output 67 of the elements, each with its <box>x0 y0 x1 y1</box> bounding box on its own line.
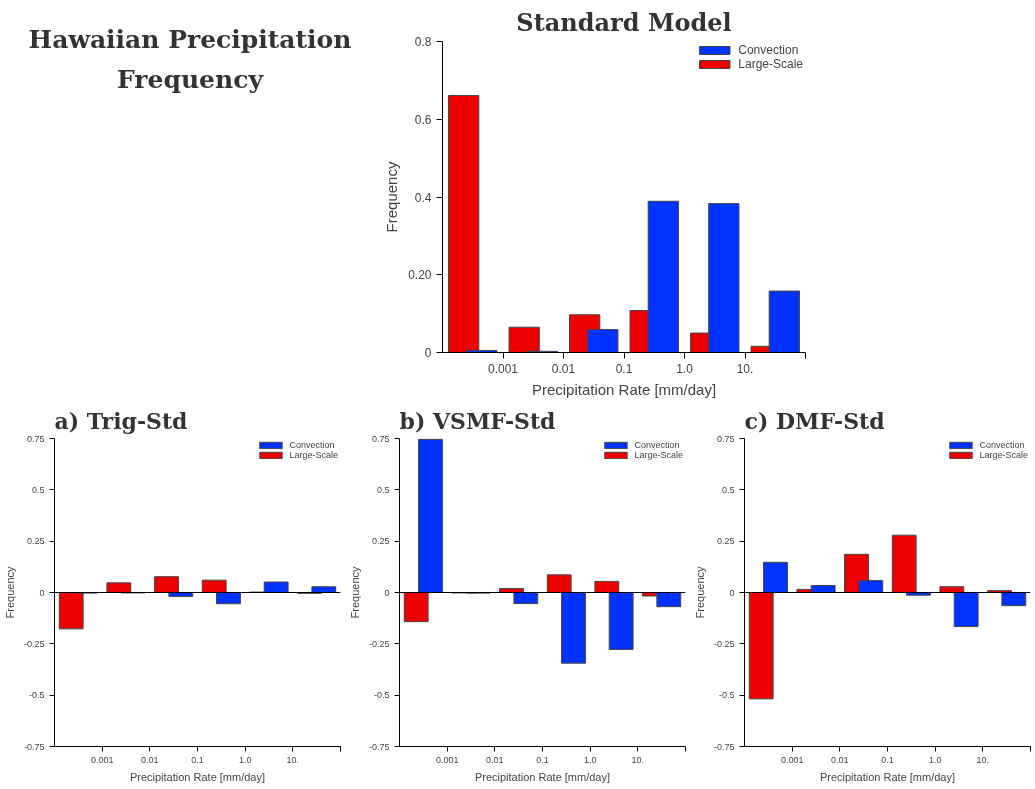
legend-label: Large-Scale <box>289 450 338 460</box>
y-tick-label: 0.25 <box>371 536 390 547</box>
y-tick-label: 0.25 <box>26 536 45 547</box>
chart-title: b) VSMF-Std <box>399 407 556 434</box>
x-tick-label: 0.01 <box>141 754 159 765</box>
chart-title: a) Trig-Std <box>54 407 188 434</box>
legend-label: Convection <box>979 440 1025 450</box>
legend-label: Large-Scale <box>979 450 1028 460</box>
y-tick-label: 0.25 <box>716 536 735 547</box>
y-tick-label: 0 <box>424 346 432 360</box>
y-tick-label: 0.6 <box>414 112 432 127</box>
legend-label: Convection <box>738 43 799 57</box>
y-tick-label: -0.75 <box>23 741 45 752</box>
x-tick-label: 1.0 <box>238 754 252 765</box>
y-tick-label: 0 <box>39 587 45 598</box>
x-tick-label: 0.01 <box>831 754 849 765</box>
y-tick-label: 0.75 <box>371 433 390 444</box>
legend-label: Large-Scale <box>634 450 683 460</box>
y-tick-label: -0.25 <box>23 638 45 649</box>
y-tick-label: 0 <box>729 587 735 598</box>
x-tick-label: 0.001 <box>487 361 519 376</box>
y-tick-label: -0.25 <box>713 638 735 649</box>
y-tick-label: -0.5 <box>373 690 390 701</box>
x-axis-title: Precipitation Rate [mm/day] <box>474 770 611 783</box>
x-axis-title: Precipitation Rate [mm/day] <box>129 770 266 783</box>
x-tick-label: 0.1 <box>536 754 549 765</box>
x-tick-label: 0.1 <box>881 754 894 765</box>
x-tick-label: 10. <box>976 754 990 765</box>
y-tick-label: -0.75 <box>368 741 390 752</box>
legend-label: Large-Scale <box>738 57 803 71</box>
y-axis-title: Frequency <box>693 566 706 619</box>
x-tick-label: 1.0 <box>583 754 597 765</box>
y-tick-label: 0.5 <box>376 484 390 495</box>
y-tick-label: 0.75 <box>716 433 735 444</box>
y-tick-label: -0.5 <box>718 690 735 701</box>
y-tick-label: 0.5 <box>31 484 45 495</box>
y-axis-title: Frequency <box>348 566 361 619</box>
text: Hawaiian Precipitation Frequency <box>27 24 353 96</box>
y-tick-label: 0.20 <box>408 268 432 283</box>
x-axis-title: Precipitation Rate [mm/day] <box>819 770 956 783</box>
y-tick-label: 0.75 <box>26 433 45 444</box>
y-tick-label: 0.8 <box>414 35 432 49</box>
x-tick-label: 0.001 <box>780 754 804 765</box>
y-axis-title: Frequency <box>3 566 16 619</box>
x-tick-label: 0.001 <box>435 754 459 765</box>
x-tick-label: 1.0 <box>928 754 942 765</box>
y-tick-label: -0.5 <box>28 690 45 701</box>
x-tick-label: 0.001 <box>90 754 114 765</box>
x-tick-label: 10. <box>631 754 645 765</box>
x-tick-label: 10. <box>286 754 300 765</box>
x-tick-label: 1.0 <box>676 361 694 376</box>
y-tick-label: 0 <box>384 587 390 598</box>
x-axis-title: Precipitation Rate [mm/day] <box>531 380 717 398</box>
x-tick-label: 0.01 <box>551 361 576 376</box>
chart-title: Standard Model <box>516 7 732 37</box>
x-tick-label: 0.1 <box>191 754 204 765</box>
y-tick-label: 0.5 <box>721 484 735 495</box>
x-tick-label: 0.1 <box>615 361 633 376</box>
x-tick-label: 10. <box>736 361 754 376</box>
y-tick-label: 0.4 <box>414 190 432 205</box>
chart-title: c) DMF-Std <box>744 407 885 434</box>
legend-label: Convection <box>289 440 335 450</box>
y-tick-label: -0.75 <box>713 741 735 752</box>
y-tick-label: -0.25 <box>368 638 390 649</box>
x-tick-label: 0.01 <box>486 754 504 765</box>
y-axis-title: Frequency <box>383 161 401 233</box>
legend-label: Convection <box>634 440 680 450</box>
